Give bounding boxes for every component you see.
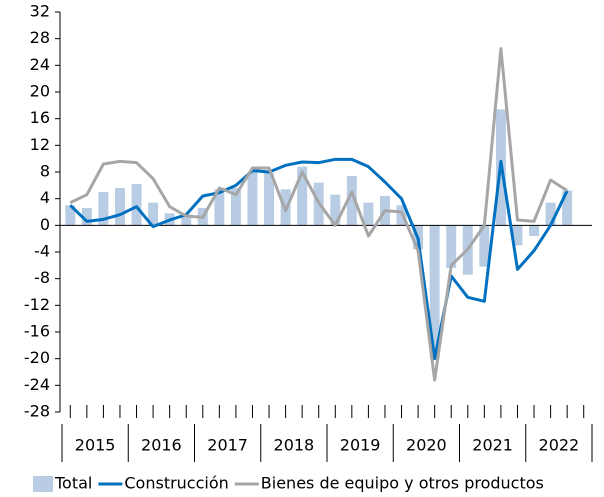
bar <box>479 225 490 267</box>
y-tick-label: 24 <box>30 55 50 74</box>
bar <box>562 190 573 226</box>
bar <box>545 202 556 226</box>
y-tick-label: -20 <box>24 348 50 367</box>
bar <box>98 192 109 226</box>
legend-swatch <box>33 476 53 492</box>
x-group-label: 2021 <box>472 436 513 455</box>
bar <box>148 202 159 226</box>
legend-label: Construcción <box>124 474 228 493</box>
bar <box>115 188 125 226</box>
x-group-label: 2020 <box>406 436 447 455</box>
line <box>69 47 568 382</box>
y-tick-label: -28 <box>24 402 50 421</box>
x-group-label: 2016 <box>141 436 182 455</box>
x-group-label: 2018 <box>274 436 315 455</box>
y-tick-label: -16 <box>24 322 50 341</box>
x-group-label: 2015 <box>75 436 116 455</box>
x-group-label: 2017 <box>207 436 248 455</box>
bar <box>446 225 457 268</box>
bar <box>330 194 341 226</box>
y-tick-label: 0 <box>40 215 50 234</box>
y-tick-label: 12 <box>30 135 50 154</box>
bar <box>247 172 258 226</box>
y-tick-label: 4 <box>40 188 50 207</box>
bar <box>131 184 142 226</box>
y-tick-label: 16 <box>30 108 50 127</box>
bar <box>529 225 539 236</box>
y-tick-label: -8 <box>34 268 50 287</box>
y-tick-label: 28 <box>30 28 50 47</box>
bar <box>297 166 308 226</box>
bar <box>429 225 440 359</box>
y-tick-label: -24 <box>24 375 50 394</box>
line <box>69 157 569 361</box>
y-tick-label: -12 <box>24 295 50 314</box>
y-tick-label: 32 <box>30 2 50 21</box>
x-group-label: 2022 <box>539 436 580 455</box>
bar <box>264 173 274 226</box>
bar <box>65 205 76 226</box>
y-tick-label: 20 <box>30 82 50 101</box>
bar <box>363 202 374 226</box>
x-group-label: 2019 <box>340 436 381 455</box>
legend-label: Bienes de equipo y otros productos <box>261 474 544 493</box>
bar <box>230 188 241 226</box>
legend-label: Total <box>54 474 92 493</box>
bar <box>81 208 92 226</box>
bar <box>214 189 225 226</box>
bar <box>181 214 192 226</box>
y-tick-label: -4 <box>34 242 50 261</box>
bar <box>346 176 357 226</box>
y-tick-label: 8 <box>40 162 50 181</box>
bar <box>512 225 523 246</box>
